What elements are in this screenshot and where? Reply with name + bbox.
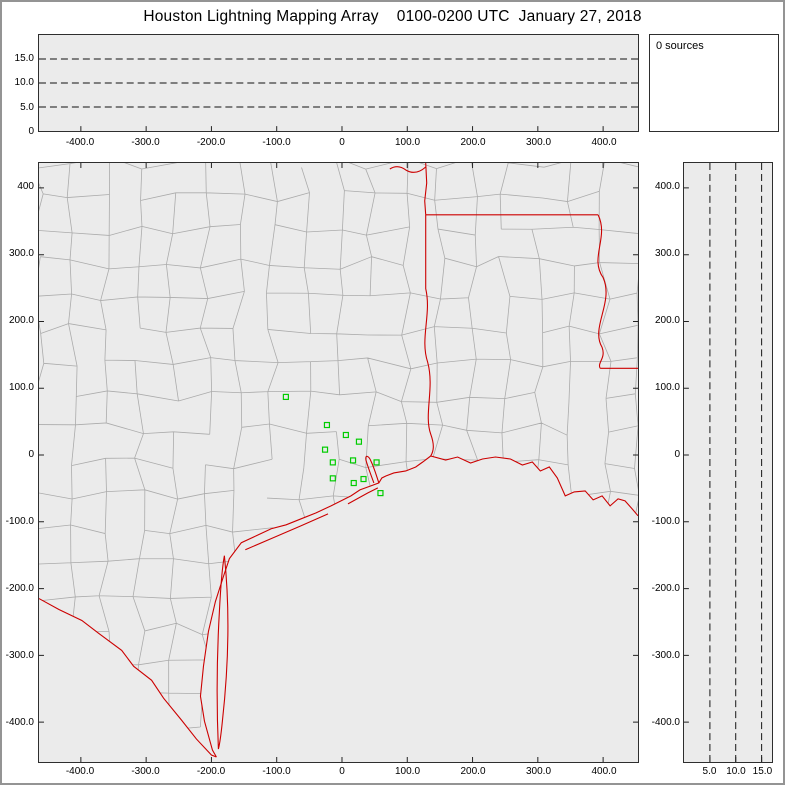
state-border	[424, 214, 434, 457]
tick-label: 400.0	[591, 137, 617, 148]
coastline	[199, 455, 638, 758]
tick-label: -200.0	[196, 766, 226, 777]
tick-label: 5.0	[20, 101, 34, 113]
state-border	[389, 166, 427, 173]
tick-label: 5.0	[702, 766, 717, 777]
state-border	[365, 455, 380, 484]
tick-label: -200.0	[5, 583, 34, 594]
tick-label: -400.0	[65, 137, 95, 148]
tick-label: 0	[28, 126, 34, 137]
map-plot	[39, 163, 638, 762]
lma-station-marker	[329, 459, 336, 466]
tick-label: 0	[28, 449, 34, 460]
tick-label: -400.0	[65, 766, 95, 777]
tick-label: 0	[339, 137, 345, 148]
tick-label: 200.0	[460, 766, 486, 777]
tick-label: 15.0	[752, 766, 773, 777]
tick-label: -300.0	[651, 650, 680, 661]
lma-station-marker	[373, 459, 380, 466]
source-count-label: 0 sources	[656, 40, 704, 52]
lma-station-marker	[342, 431, 349, 439]
tick-label: 100.0	[654, 382, 680, 393]
lma-station-marker	[349, 457, 357, 464]
lma-station-marker	[350, 479, 357, 487]
tick-label: 100.0	[8, 382, 34, 393]
tick-label: -200.0	[651, 583, 680, 594]
rio-grande-border	[39, 598, 217, 758]
tick-label: 10.0	[14, 77, 34, 88]
tick-label: 200.0	[8, 315, 34, 326]
axis-ticks	[80, 126, 604, 131]
altitude-north-south-plot	[684, 163, 763, 762]
lma-station-marker	[355, 438, 363, 445]
gulf-of-mexico	[39, 456, 638, 762]
altitude-east-west-plot	[39, 58, 638, 131]
lma-station-marker	[360, 475, 367, 483]
tick-label: -400.0	[5, 717, 34, 728]
tick-label: 100.0	[394, 137, 421, 148]
page-title: Houston Lightning Mapping Array 0100-020…	[143, 8, 642, 25]
tick-label: 400	[17, 181, 34, 192]
tick-label: -100.0	[262, 137, 291, 148]
tick-label: -300.0	[131, 766, 160, 777]
lma-stations	[282, 393, 384, 497]
axis-ticks	[39, 163, 638, 762]
state-border	[347, 487, 379, 505]
state-border	[597, 214, 607, 369]
lma-station-marker	[282, 393, 289, 401]
state-border	[424, 163, 428, 215]
tick-label: -100.0	[651, 516, 680, 527]
tick-label: 300.0	[654, 248, 680, 259]
tick-label: 200.0	[460, 137, 486, 148]
map-panel[interactable]	[38, 162, 639, 763]
source-count-panel: 0 sources	[649, 34, 779, 132]
tick-label: -300.0	[131, 137, 160, 148]
tick-label: 0	[339, 766, 345, 777]
altitude-east-west-panel[interactable]	[38, 34, 639, 132]
altitude-north-south-panel[interactable]	[683, 162, 773, 763]
lma-station-marker	[321, 446, 329, 453]
tick-label: 200.0	[654, 315, 680, 326]
tick-label: -200.0	[196, 137, 226, 148]
tick-label: 100.0	[394, 766, 421, 777]
tick-label: 300.0	[8, 248, 34, 259]
tick-label: -300.0	[5, 650, 34, 661]
altitude-gridlines	[39, 58, 638, 108]
tick-label: 400.0	[654, 181, 680, 192]
state-and-coast-borders	[39, 163, 638, 758]
altitude-gridlines	[709, 163, 763, 762]
tick-label: 10.0	[726, 766, 746, 777]
tick-label: 400.0	[591, 766, 617, 777]
tick-label: -400.0	[651, 717, 680, 728]
lma-station-marker	[377, 490, 384, 497]
state-border	[245, 513, 329, 551]
tick-label: -100.0	[262, 766, 291, 777]
lma-station-marker	[329, 475, 336, 482]
state-border	[216, 555, 229, 750]
tick-label: 300.0	[525, 137, 552, 148]
tick-label: 300.0	[525, 766, 552, 777]
tick-label: -100.0	[5, 516, 34, 527]
lma-station-marker	[323, 421, 331, 429]
tick-label: 0	[674, 449, 680, 460]
axis-ticks	[684, 187, 763, 762]
tick-label: 15.0	[14, 52, 34, 64]
